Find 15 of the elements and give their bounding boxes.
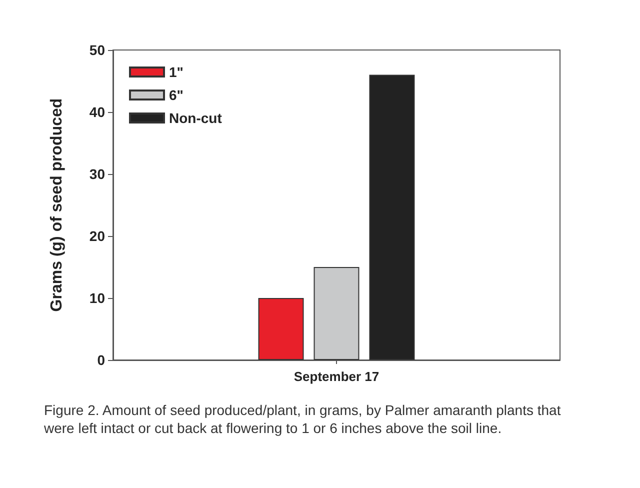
bar: [258, 298, 304, 360]
x-tick-label: September 17: [294, 369, 380, 384]
legend-label: 6": [169, 87, 184, 103]
y-tick-label: 50: [89, 42, 106, 58]
y-tick-label: 0: [97, 352, 106, 368]
legend-label: Non-cut: [169, 110, 222, 126]
y-tick-label: 10: [89, 290, 106, 306]
y-tick-label: 40: [89, 104, 106, 120]
bar: [314, 267, 360, 360]
caption: Figure 2. Amount of seed produced/plant, in grams, by Palmer amaranth plants that were left intact or cut back at flowering to 1 or 6 inches above the soil line.: [43, 402, 565, 436]
bar: [369, 74, 415, 360]
legend-label: 1": [169, 64, 184, 80]
y-tick-label: 30: [89, 166, 106, 182]
y-axis-title: Grams (g) of seed produced: [48, 98, 66, 312]
y-tick-label: 20: [89, 228, 106, 244]
